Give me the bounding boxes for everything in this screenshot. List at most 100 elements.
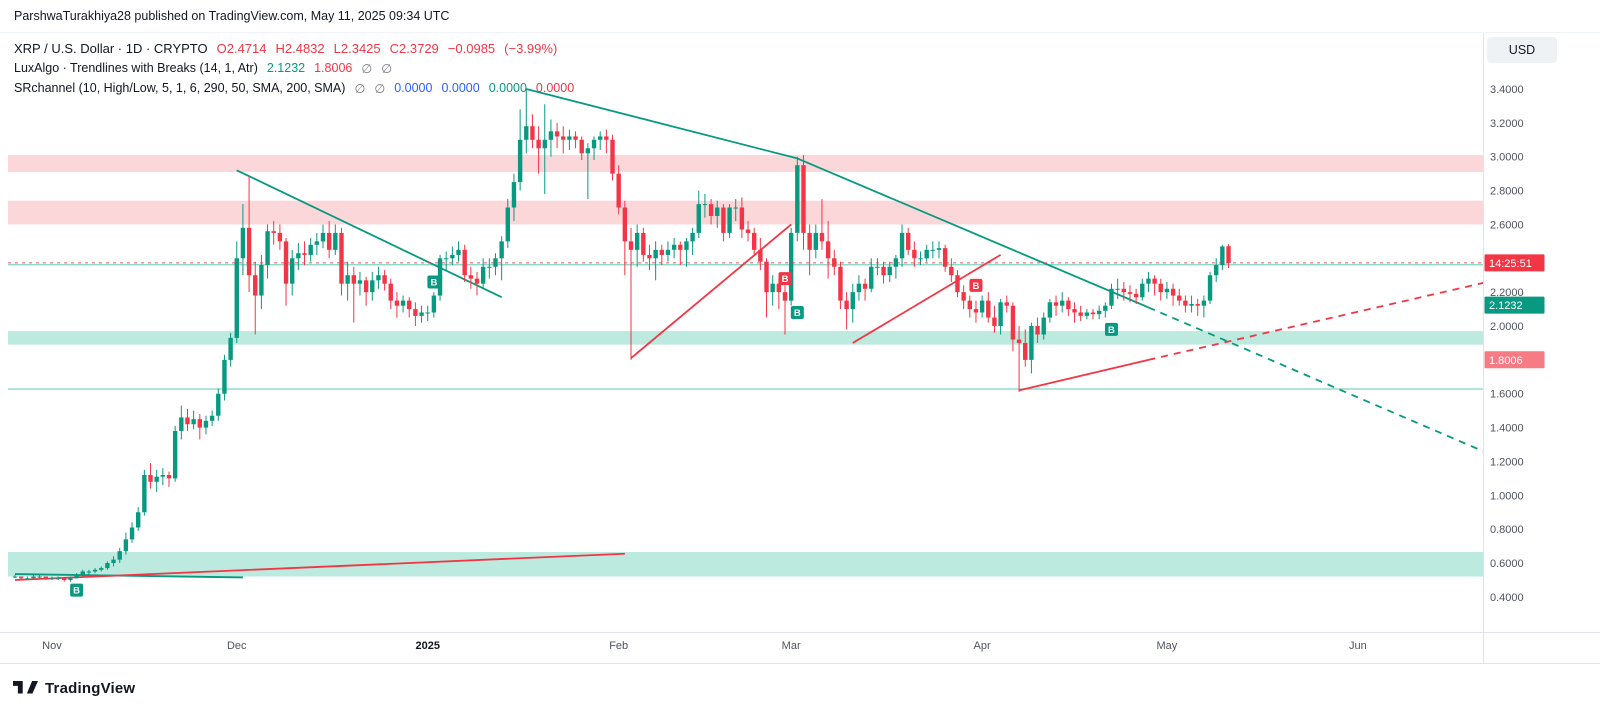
candle-body <box>795 165 800 233</box>
candle-body <box>55 578 61 580</box>
indicator-name[interactable]: LuxAlgo · Trendlines with Breaks (14, 1,… <box>14 61 258 75</box>
candle-body <box>961 292 966 301</box>
time-axis-label[interactable]: Dec <box>227 640 247 652</box>
candle-body <box>419 312 424 316</box>
time-axis-label[interactable]: Feb <box>609 640 628 652</box>
candle-body <box>296 253 301 259</box>
candle-body <box>721 207 726 233</box>
candle-body <box>123 539 129 552</box>
time-axis-label[interactable]: Apr <box>974 640 991 652</box>
time-axis-label[interactable]: Mar <box>782 640 801 652</box>
candle-body <box>49 578 55 580</box>
candle-body <box>616 173 621 208</box>
candle-body <box>326 232 332 250</box>
indicator-value: ∅ <box>361 61 373 76</box>
symbol-row: XRP / U.S. Dollar · 1D · CRYPTO O2.4714 … <box>14 38 574 58</box>
candle-body <box>1146 278 1151 284</box>
candle-body <box>400 300 406 306</box>
chart-footer: TradingView <box>0 663 1600 712</box>
time-axis-label[interactable]: Nov <box>42 640 62 652</box>
candle-body <box>530 126 535 140</box>
trendline <box>796 157 1149 309</box>
symbol-title[interactable]: XRP / U.S. Dollar · 1D · CRYPTO <box>14 40 208 56</box>
candle-body <box>62 578 67 580</box>
indicator-value: 0.0000 <box>441 81 480 95</box>
candle-body <box>998 302 1003 327</box>
price-axis-badge <box>1484 296 1545 314</box>
indicator-row-trendlines: LuxAlgo · Trendlines with Breaks (14, 1,… <box>14 58 574 78</box>
price-tick-label[interactable]: 1.6000 <box>1490 389 1524 401</box>
time-axis-label[interactable]: Jun <box>1349 640 1367 652</box>
candle-body <box>18 576 24 579</box>
candle-body <box>930 249 936 251</box>
candle-body <box>887 266 892 276</box>
price-tick-label[interactable]: 3.4000 <box>1490 84 1524 96</box>
candle-body <box>912 249 917 259</box>
candle-body <box>160 475 166 477</box>
price-tick-label[interactable]: 0.6000 <box>1490 558 1524 570</box>
price-tick-label[interactable]: 1.4000 <box>1490 423 1524 435</box>
candle-body <box>678 244 683 250</box>
currency-toggle[interactable]: USD <box>1487 37 1557 63</box>
candle-body <box>1035 326 1040 335</box>
time-axis-label[interactable]: 2025 <box>415 640 439 652</box>
candle-body <box>591 139 597 149</box>
indicator-value: 2.1232 <box>266 61 306 75</box>
candle-body <box>499 241 504 259</box>
candle-body <box>1066 300 1071 310</box>
candle-body <box>1201 300 1207 306</box>
price-tick-label[interactable]: 2.8000 <box>1490 186 1524 198</box>
price-tick-label[interactable]: 3.0000 <box>1490 152 1524 164</box>
break-marker <box>427 275 441 289</box>
candle-body <box>234 258 239 338</box>
candle-body <box>1004 302 1009 306</box>
candle-body <box>203 420 209 428</box>
candle-body <box>955 275 960 293</box>
tradingview-logo-icon[interactable] <box>13 678 38 698</box>
candle-body <box>345 275 350 284</box>
price-tick-label[interactable]: 2.6000 <box>1490 219 1524 231</box>
candle-body <box>579 139 584 154</box>
candle-body <box>1127 292 1133 294</box>
price-tick-label[interactable]: 0.4000 <box>1490 592 1524 604</box>
candle-body <box>1115 288 1120 290</box>
candle-body <box>986 300 991 318</box>
time-axis-label[interactable]: May <box>1157 640 1178 652</box>
candle-body <box>1170 288 1176 296</box>
candle-body <box>376 275 381 281</box>
published-byline: ParshwaTurakhiya28 published on TradingV… <box>14 9 450 23</box>
candle-body <box>117 551 122 560</box>
price-tick-label[interactable]: 2.0000 <box>1490 321 1524 333</box>
break-marker <box>70 583 84 597</box>
candle-body <box>875 266 880 268</box>
candle-body <box>172 430 178 479</box>
indicator-name[interactable]: SRchannel (10, High/Low, 5, 1, 6, 290, 5… <box>14 81 346 95</box>
candle-body <box>185 417 190 425</box>
price-tick-label[interactable]: 3.2000 <box>1490 118 1524 130</box>
candle-body <box>628 241 634 250</box>
candle-body <box>265 231 270 266</box>
indicator-value: ∅ <box>381 61 393 76</box>
indicator-value: ∅ <box>374 81 386 96</box>
candle-body <box>413 309 418 316</box>
break-marker-label: B <box>73 586 80 597</box>
candle-body <box>739 207 745 230</box>
candle-body <box>524 126 529 140</box>
price-tick-label[interactable]: 1.2000 <box>1490 456 1524 468</box>
price-tick-label[interactable]: 0.8000 <box>1490 524 1524 536</box>
candle-body <box>148 475 153 482</box>
candle-body <box>764 261 769 293</box>
candle-body <box>31 576 36 579</box>
candle-body <box>715 207 720 216</box>
tradingview-brand[interactable]: TradingView <box>45 679 136 697</box>
price-tick-label[interactable]: 1.0000 <box>1490 490 1524 502</box>
candle-body <box>179 417 184 431</box>
candle-body <box>1140 283 1145 298</box>
candle-body <box>388 283 393 301</box>
candle-body <box>191 419 196 425</box>
price-tick-label[interactable]: 2.2000 <box>1490 287 1524 299</box>
candle-body <box>567 136 572 140</box>
trendline <box>630 223 792 359</box>
candle-body <box>813 232 818 250</box>
